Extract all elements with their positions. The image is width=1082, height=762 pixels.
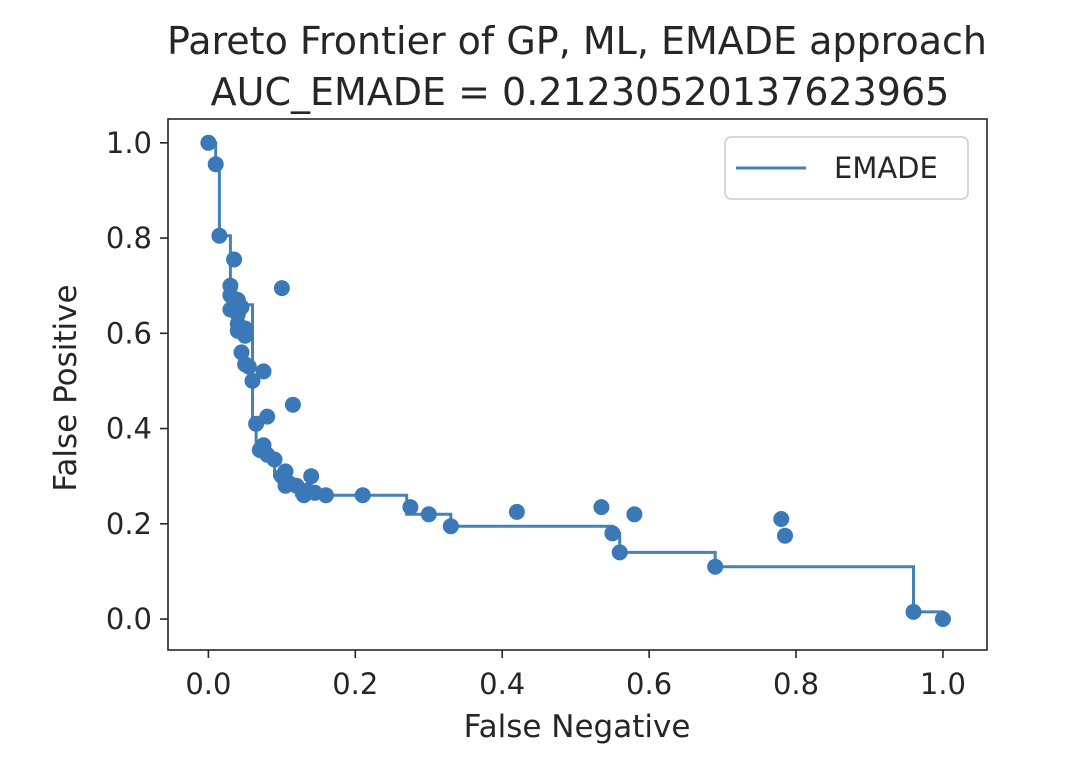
legend: EMADE — [724, 136, 969, 200]
y-tick-label: 0.2 — [106, 507, 152, 541]
scatter-point — [207, 156, 224, 173]
y-tick-label: 0.8 — [106, 221, 152, 255]
scatter-point — [508, 503, 525, 520]
scatter-point — [707, 558, 724, 575]
scatter-point — [611, 544, 628, 561]
scatter-point — [593, 499, 610, 516]
scatter-point — [244, 372, 261, 389]
x-tick-label: 0.8 — [773, 667, 819, 701]
scatter-point — [402, 499, 419, 516]
x-tick-label: 0.6 — [626, 667, 672, 701]
scatter-point — [420, 506, 437, 523]
x-tick-label: 0.4 — [479, 667, 525, 701]
x-tick-label: 0.0 — [185, 667, 231, 701]
scatter-point — [773, 511, 790, 527]
x-axis-ticks: 0.0 0.2 0.4 0.6 0.8 1.0 — [185, 650, 966, 701]
chart-subtitle: AUC_EMADE = 0.21230520137623965 — [211, 70, 950, 114]
y-axis-ticks: 0.0 0.2 0.4 0.6 0.8 1.0 — [106, 126, 168, 636]
legend-label: EMADE — [834, 151, 938, 185]
scatter-point — [211, 227, 228, 244]
y-tick-label: 0.4 — [106, 412, 152, 446]
x-axis-label: False Negative — [464, 709, 691, 745]
scatter-point — [777, 527, 793, 544]
scatter-point — [905, 603, 922, 620]
scatter-point — [317, 487, 334, 504]
scatter-point — [284, 396, 301, 413]
scatter-point — [934, 611, 951, 627]
scatter-point — [200, 134, 217, 151]
scatter-point — [626, 506, 643, 523]
scatter-point — [273, 280, 290, 297]
scatter-point — [354, 487, 371, 504]
scatter-point — [303, 468, 320, 485]
scatter-point — [240, 358, 257, 375]
scatter-point — [266, 451, 283, 468]
scatter-point — [442, 518, 459, 535]
plot-area — [200, 134, 951, 627]
series-line-emade — [208, 141, 945, 619]
scatter-point — [226, 251, 243, 268]
scatter-point — [237, 327, 254, 344]
y-tick-label: 0.6 — [106, 316, 152, 350]
x-tick-label: 1.0 — [920, 667, 966, 701]
scatter-point — [604, 525, 621, 542]
chart-title: Pareto Frontier of GP, ML, EMADE approac… — [167, 19, 987, 63]
y-tick-label: 0.0 — [106, 602, 152, 636]
legend-box — [724, 136, 969, 200]
scatter-point — [255, 363, 272, 380]
scatter-point — [259, 408, 276, 425]
axes-frame — [167, 118, 988, 651]
scatter-point — [277, 477, 294, 494]
y-axis-label: False Positive — [48, 284, 84, 491]
x-tick-label: 0.2 — [332, 667, 378, 701]
y-tick-label: 1.0 — [106, 126, 152, 160]
